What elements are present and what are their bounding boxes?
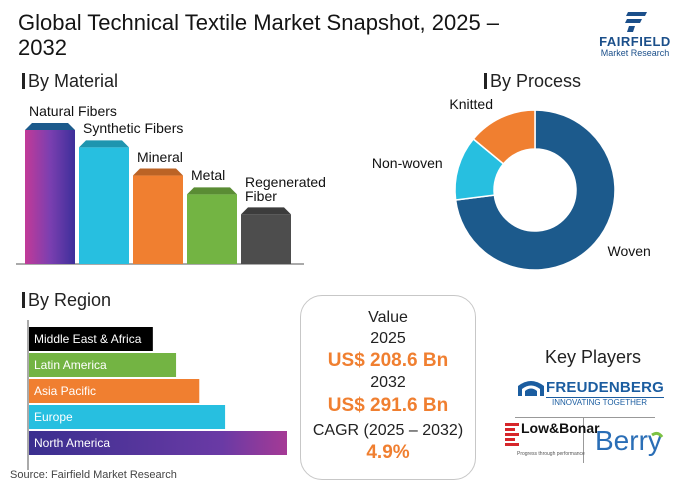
section-marker: [22, 292, 25, 308]
material-bar-top-metal: [187, 187, 237, 195]
value-year-2025: 2025: [370, 330, 406, 347]
material-bar-top-mineral: [133, 168, 183, 176]
berry-swoosh-icon: [651, 431, 664, 438]
material-section-label: By Material: [28, 71, 119, 91]
material-label-natural-fibers: Natural Fibers: [29, 103, 117, 119]
process-label-woven: Woven: [607, 243, 651, 260]
process-slice-knitted: [472, 109, 536, 165]
region-label-europe: Europe: [34, 410, 73, 424]
freudenberg-name: FREUDENBERG: [546, 379, 665, 396]
material-label-metal: Metal: [191, 167, 226, 184]
source-note: Source: Fairfield Market Research: [10, 469, 177, 481]
logo-divider-vertical: [583, 417, 584, 463]
region-bar-middle-east-africa: [29, 327, 153, 351]
region-bar-north-america: [29, 431, 287, 455]
region-bar-latin-america: [29, 353, 177, 377]
material-bar-natural-fibers: [25, 130, 75, 264]
brand-name: FAIRFIELD: [599, 34, 671, 49]
section-marker: [22, 73, 25, 89]
fairfield-logo: FAIRFIELD Market Research: [587, 12, 683, 60]
freudenberg-logo: FREUDENBERG INNOVATING TOGETHER: [518, 378, 668, 414]
process-slice-woven: [454, 109, 616, 271]
region-bar-asia-pacific: [29, 379, 200, 403]
page-title: Global Technical Textile Market Snapshot…: [18, 10, 500, 60]
process-section-title: By Process: [484, 71, 581, 92]
freudenberg-mark-icon: [518, 381, 544, 396]
berry-name: Berry: [595, 425, 662, 456]
material-bar-synthetic-fibers: [79, 147, 129, 264]
material-bar-top-regenerated-fiber: [241, 207, 291, 215]
low-bonar-tagline: Progress through performance: [517, 451, 585, 457]
region-label-asia-pacific: Asia Pacific: [34, 384, 97, 398]
fairfield-logo-mark-icon: [625, 12, 647, 32]
region-label-middle-east-africa: Middle East & Africa: [34, 332, 142, 346]
material-bar-top-synthetic-fibers: [79, 140, 129, 148]
value-year-2032: 2032: [370, 374, 406, 391]
key-players-title: Key Players: [544, 347, 642, 367]
material-bar-regenerated-fiber: [241, 214, 291, 264]
region-label-north-america: North America: [34, 436, 111, 450]
berry-logo: Berry: [595, 425, 680, 465]
region-label-latin-america: Latin America: [34, 358, 107, 372]
region-section-label: By Region: [28, 290, 112, 310]
process-label-non-woven: Non-woven: [371, 154, 443, 171]
low-bonar-logo: Low&Bonar Progress through performance: [505, 420, 600, 457]
material-bar-mineral: [133, 175, 183, 264]
material-section-title: By Material: [22, 71, 118, 92]
low-bonar-mark-icon: [505, 423, 519, 446]
process-label-knitted: Knitted: [449, 95, 493, 112]
material-label-mineral: Mineral: [137, 148, 183, 165]
section-marker: [484, 73, 487, 89]
value-amount-2025: US$ 208.6 Bn: [327, 350, 449, 371]
value-heading: Value: [368, 309, 408, 326]
value-amount-2032: US$ 291.6 Bn: [327, 395, 449, 416]
value-summary-box: Value 2025 US$ 208.6 Bn 2032 US$ 291.6 B…: [300, 295, 476, 480]
material-bar-top-natural-fibers: [25, 123, 75, 130]
logo-divider: [515, 417, 655, 418]
low-bonar-name: Low&Bonar: [521, 420, 600, 436]
material-bar-metal: [187, 194, 237, 264]
cagr-value: 4.9%: [366, 442, 410, 463]
cagr-label: CAGR (2025 – 2032): [312, 422, 464, 439]
process-section-label: By Process: [490, 71, 582, 91]
region-bar-europe: [29, 405, 226, 429]
freudenberg-tagline: INNOVATING TOGETHER: [552, 398, 647, 407]
brand-subtitle: Market Research: [600, 48, 670, 58]
region-section-title: By Region: [22, 290, 111, 311]
material-label-regenerated-fiber: Regenerated Fiber: [245, 174, 326, 205]
material-label-synthetic-fibers: Synthetic Fibers: [83, 120, 184, 137]
